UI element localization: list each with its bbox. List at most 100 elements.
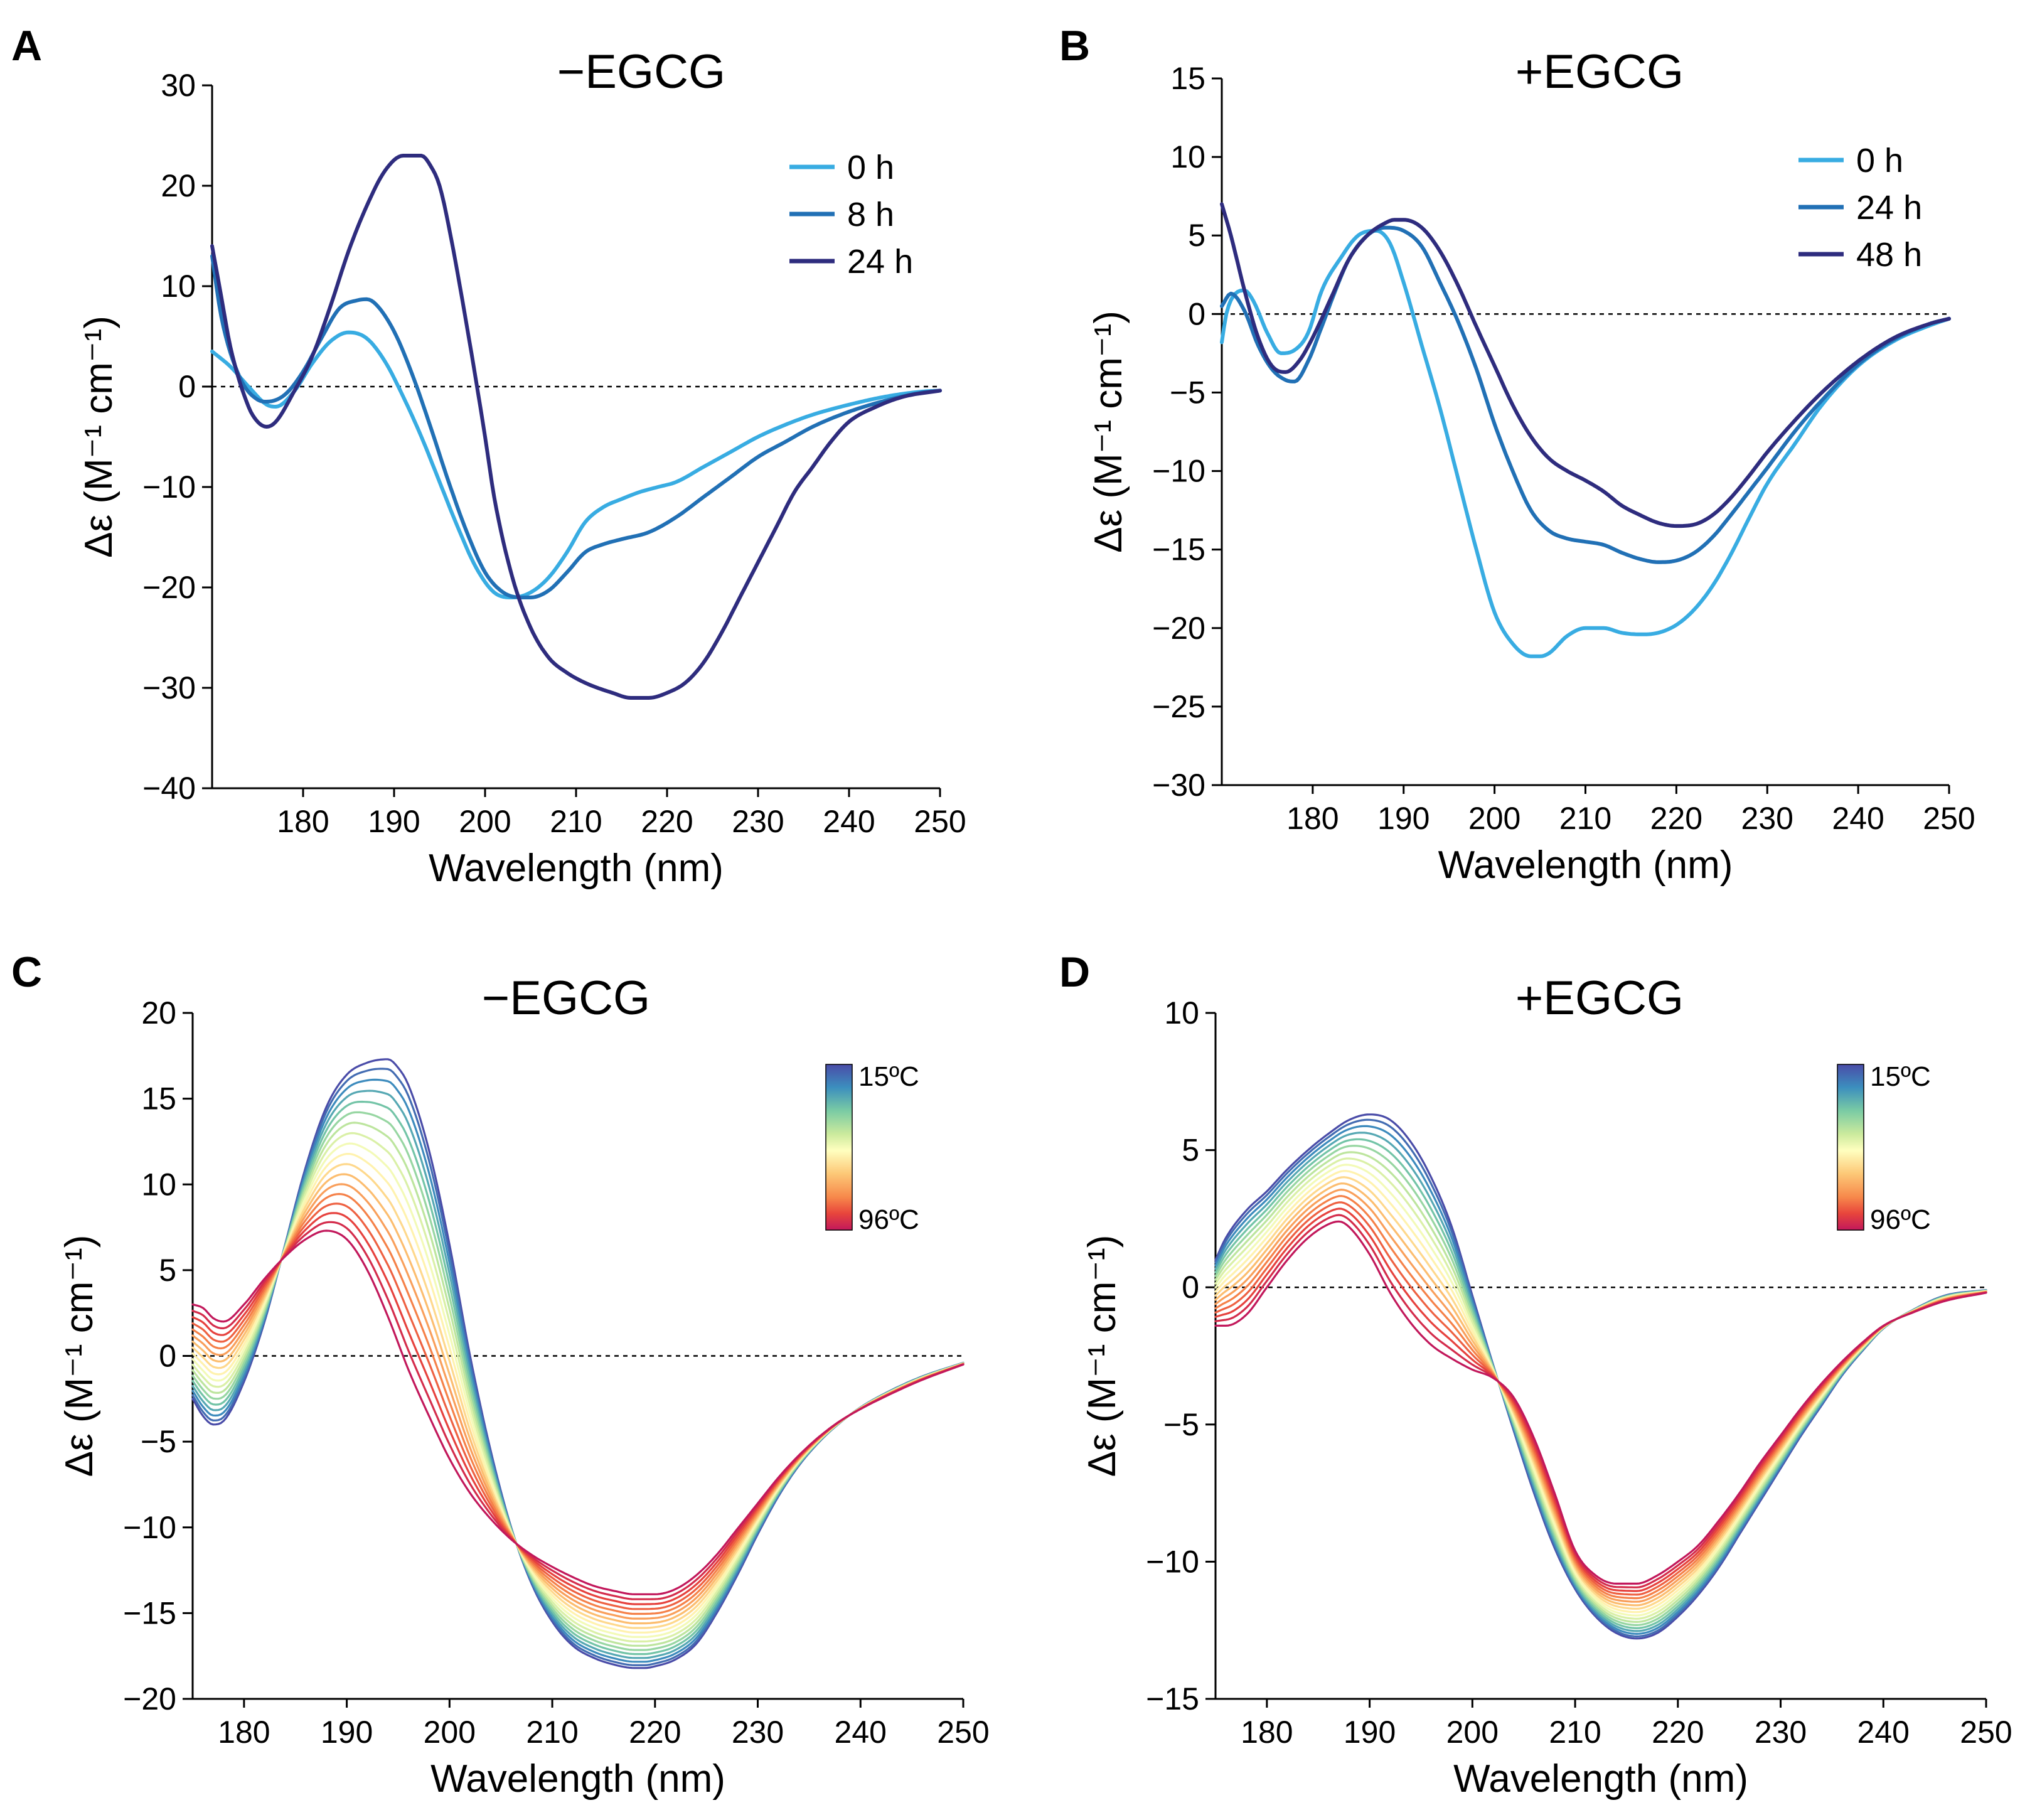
x-axis-label: Wavelength (nm) bbox=[430, 1757, 725, 1801]
y-tick-label: 10 bbox=[1170, 139, 1205, 174]
colorbar bbox=[825, 1064, 853, 1231]
colorbar-min-label: 96ºC bbox=[858, 1204, 919, 1235]
series-line-8h bbox=[210, 254, 942, 599]
y-tick-label: −30 bbox=[1152, 768, 1205, 803]
colorbar-max-label: 15ºC bbox=[1870, 1061, 1931, 1092]
x-tick-label: 240 bbox=[1832, 801, 1884, 836]
panel-letter: A bbox=[11, 22, 42, 70]
temperature-series-line bbox=[1214, 1195, 1987, 1600]
y-tick-label: 0 bbox=[1188, 296, 1205, 331]
chart-title: +EGCG bbox=[1515, 45, 1684, 99]
temperature-series-line bbox=[191, 1212, 965, 1605]
x-tick-label: 240 bbox=[1857, 1715, 1910, 1750]
temperature-series-line bbox=[1214, 1125, 1987, 1635]
x-tick-label: 230 bbox=[732, 804, 784, 839]
temperature-series-line bbox=[1214, 1189, 1987, 1603]
y-tick-label: 10 bbox=[1164, 995, 1199, 1030]
y-tick-label: 0 bbox=[178, 369, 196, 404]
x-tick-label: 220 bbox=[1652, 1715, 1704, 1750]
temperature-series-line bbox=[1214, 1220, 1987, 1585]
panel-b: B +EGCG 180 190 200 210 220 230 240 250 −30 −25 −20 −… bbox=[1059, 22, 1975, 887]
temperature-series-line bbox=[191, 1183, 965, 1620]
y-tick-label: −10 bbox=[142, 469, 196, 505]
y-axis-label: Δε (M⁻¹ cm⁻¹) bbox=[77, 316, 120, 558]
y-tick-label: −15 bbox=[123, 1595, 176, 1630]
x-tick-label: 250 bbox=[1960, 1715, 2012, 1750]
temperature-series-line bbox=[191, 1163, 965, 1629]
x-tick-label: 200 bbox=[424, 1715, 476, 1750]
legend-label: 8 h bbox=[847, 196, 894, 233]
y-tick-label: 15 bbox=[1170, 61, 1205, 96]
y-tick-label: 5 bbox=[1188, 218, 1205, 253]
x-tick-label: 250 bbox=[1923, 801, 1975, 836]
temperature-series-line bbox=[1214, 1182, 1987, 1607]
legend-label: 24 h bbox=[1856, 189, 1922, 227]
temperature-series-line bbox=[1214, 1170, 1987, 1614]
x-tick-label: 180 bbox=[277, 804, 329, 839]
y-tick-label: −20 bbox=[1152, 611, 1205, 646]
x-tick-label: 230 bbox=[732, 1715, 784, 1750]
temperature-series-line bbox=[1214, 1214, 1987, 1588]
series-line-0h bbox=[210, 330, 942, 599]
x-tick-label: 240 bbox=[823, 804, 875, 839]
y-tick-label: 10 bbox=[161, 269, 196, 304]
y-tick-label: −40 bbox=[142, 771, 196, 806]
x-tick-label: 220 bbox=[1650, 801, 1702, 836]
x-tick-label: 220 bbox=[629, 1715, 681, 1750]
y-tick-label: −10 bbox=[1152, 454, 1205, 489]
panel-letter: C bbox=[11, 948, 42, 996]
chart-title: +EGCG bbox=[1515, 972, 1684, 1025]
legend-label: 48 h bbox=[1856, 236, 1922, 274]
x-tick-label: 190 bbox=[1344, 1715, 1396, 1750]
legend-label: 24 h bbox=[847, 243, 913, 281]
colorbar bbox=[1837, 1064, 1864, 1231]
y-tick-label: 20 bbox=[141, 995, 176, 1030]
y-tick-label: 20 bbox=[161, 168, 196, 203]
y-tick-label: 0 bbox=[159, 1339, 176, 1374]
x-tick-label: 210 bbox=[526, 1715, 578, 1750]
series-line-24h bbox=[1220, 225, 1951, 564]
series-line-24h bbox=[210, 154, 942, 700]
y-tick-label: −25 bbox=[1152, 689, 1205, 724]
y-axis-label: Δε (M⁻¹ cm⁻¹) bbox=[1087, 311, 1130, 553]
y-tick-label: −20 bbox=[142, 570, 196, 605]
temperature-series-line bbox=[1214, 1176, 1987, 1610]
x-tick-label: 200 bbox=[459, 804, 511, 839]
x-tick-label: 210 bbox=[1559, 801, 1611, 836]
y-tick-label: −15 bbox=[1152, 532, 1205, 567]
temperature-series-line bbox=[191, 1173, 965, 1625]
temperature-series-line bbox=[1214, 1118, 1987, 1638]
x-axis-label: Wavelength (nm) bbox=[1438, 843, 1733, 887]
x-tick-label: 180 bbox=[1286, 801, 1339, 836]
x-tick-label: 210 bbox=[550, 804, 602, 839]
y-tick-label: −5 bbox=[1163, 1407, 1199, 1442]
y-axis-label: Δε (M⁻¹ cm⁻¹) bbox=[1081, 1235, 1124, 1477]
temperature-series-line bbox=[191, 1221, 965, 1600]
colorbar-min-label: 96ºC bbox=[1870, 1204, 1931, 1235]
panel-d: D +EGCG 180 190 200 210 220 230 240 250 −15 −10 −5 0 5… bbox=[1059, 948, 2012, 1801]
y-axis-label: Δε (M⁻¹ cm⁻¹) bbox=[58, 1235, 101, 1477]
legend-label: 0 h bbox=[1856, 142, 1903, 179]
x-tick-label: 190 bbox=[368, 804, 420, 839]
x-tick-label: 190 bbox=[321, 1715, 373, 1750]
x-tick-label: 200 bbox=[1446, 1715, 1499, 1750]
series-line-0h bbox=[1220, 228, 1951, 658]
x-axis-label: Wavelength (nm) bbox=[1453, 1757, 1748, 1801]
chart-title: −EGCG bbox=[557, 45, 725, 99]
series-line-48h bbox=[1220, 202, 1951, 528]
y-tick-label: 15 bbox=[141, 1081, 176, 1116]
y-tick-label: 0 bbox=[1182, 1270, 1199, 1305]
panel-letter: B bbox=[1059, 22, 1090, 70]
x-tick-label: 180 bbox=[218, 1715, 270, 1750]
x-tick-label: 190 bbox=[1377, 801, 1429, 836]
x-axis-label: Wavelength (nm) bbox=[429, 847, 724, 890]
temperature-series-line bbox=[191, 1229, 965, 1595]
y-tick-label: 5 bbox=[159, 1253, 176, 1288]
y-tick-label: −10 bbox=[123, 1510, 176, 1545]
x-tick-label: 230 bbox=[1741, 801, 1793, 836]
y-tick-label: 30 bbox=[161, 68, 196, 103]
x-tick-label: 230 bbox=[1755, 1715, 1807, 1750]
panel-letter: D bbox=[1059, 948, 1090, 996]
y-tick-label: −5 bbox=[1170, 375, 1205, 410]
